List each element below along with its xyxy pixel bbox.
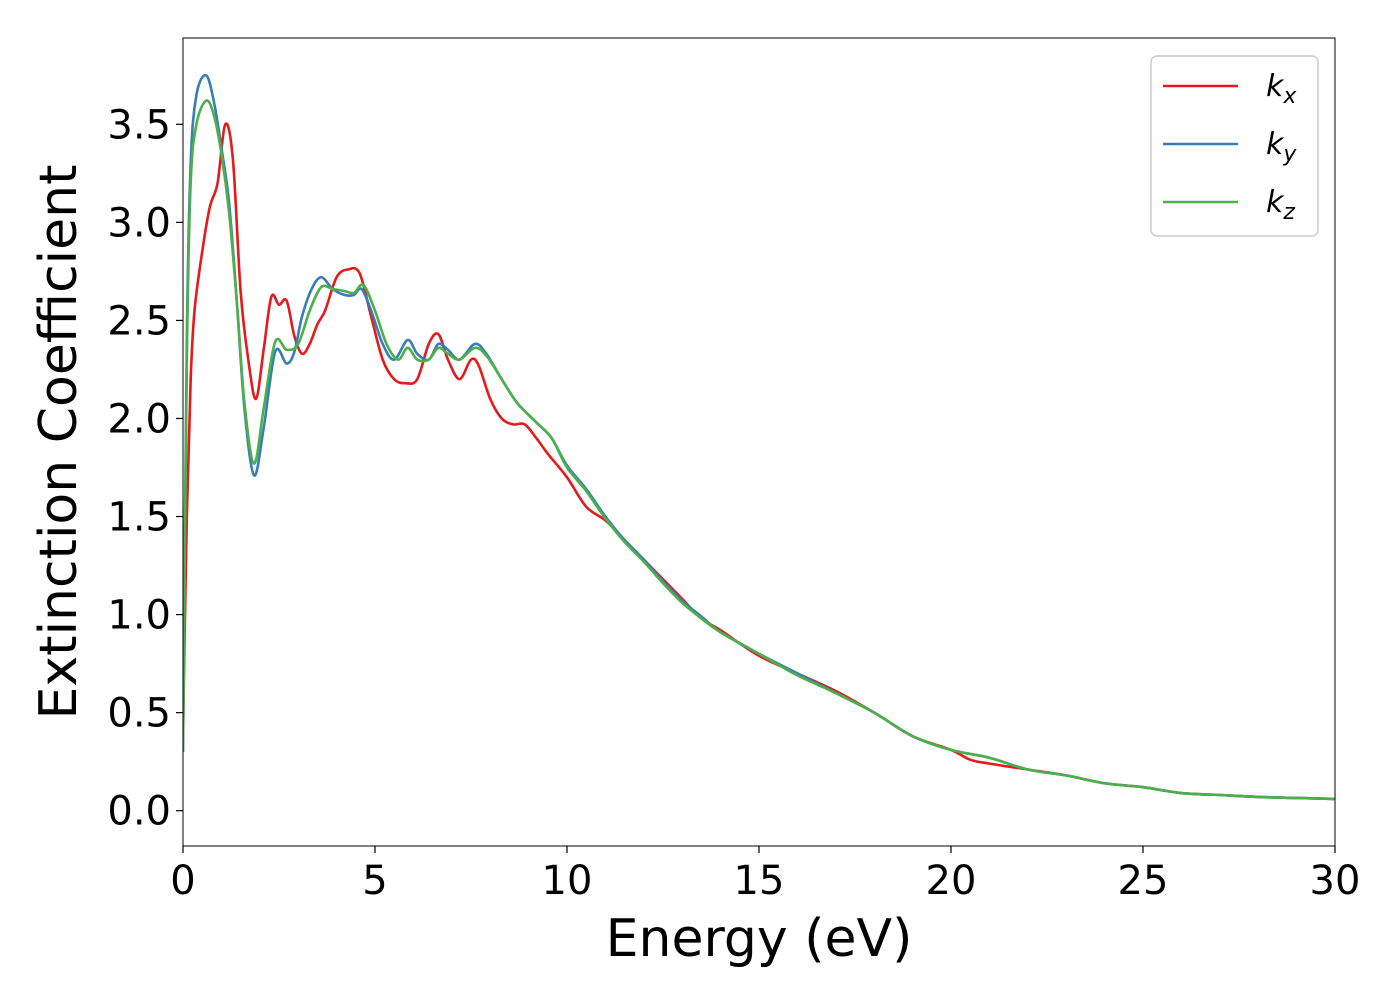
legend-label-subscript: x bbox=[1282, 84, 1297, 109]
legend-label-y: ky bbox=[1266, 127, 1297, 167]
legend-label-base: k bbox=[1266, 69, 1285, 104]
y-axis-ticks: 0.0 0.5 1.0 1.5 2.0 2.5 3.0 3.5 bbox=[107, 102, 183, 835]
x-tick-label: 25 bbox=[1118, 858, 1169, 904]
y-axis-title: Extinction Coefficient bbox=[29, 165, 89, 720]
series-line-z bbox=[183, 99, 1335, 801]
x-tick-label: 0 bbox=[170, 858, 195, 904]
legend-label-base: k bbox=[1266, 127, 1285, 162]
legend-label-z: kz bbox=[1266, 185, 1295, 225]
y-tick-label: 0.5 bbox=[107, 691, 171, 737]
x-tick-label: 5 bbox=[362, 858, 387, 904]
legend-box bbox=[1150, 55, 1319, 237]
x-tick-label: 10 bbox=[542, 858, 593, 904]
y-tick-label: 3.5 bbox=[107, 102, 171, 148]
y-tick-label: 1.0 bbox=[107, 593, 171, 639]
y-tick-label: 2.5 bbox=[107, 298, 171, 344]
legend-label-x: kx bbox=[1266, 69, 1297, 109]
x-tick-label: 30 bbox=[1310, 858, 1361, 904]
y-tick-label: 0.0 bbox=[107, 789, 171, 835]
y-tick-label: 1.5 bbox=[107, 495, 171, 541]
legend-label-subscript: y bbox=[1282, 142, 1297, 167]
legend-label-base: k bbox=[1266, 185, 1285, 220]
y-tick-label: 2.0 bbox=[107, 396, 171, 442]
legend-label-subscript: z bbox=[1282, 200, 1295, 225]
plot-lines bbox=[183, 73, 1335, 801]
x-axis-ticks: 0 5 10 15 20 25 30 bbox=[170, 846, 1360, 904]
y-tick-label: 3.0 bbox=[107, 200, 171, 246]
x-tick-label: 20 bbox=[926, 858, 977, 904]
x-axis-title: Energy (eV) bbox=[606, 909, 913, 969]
x-tick-label: 15 bbox=[734, 858, 785, 904]
